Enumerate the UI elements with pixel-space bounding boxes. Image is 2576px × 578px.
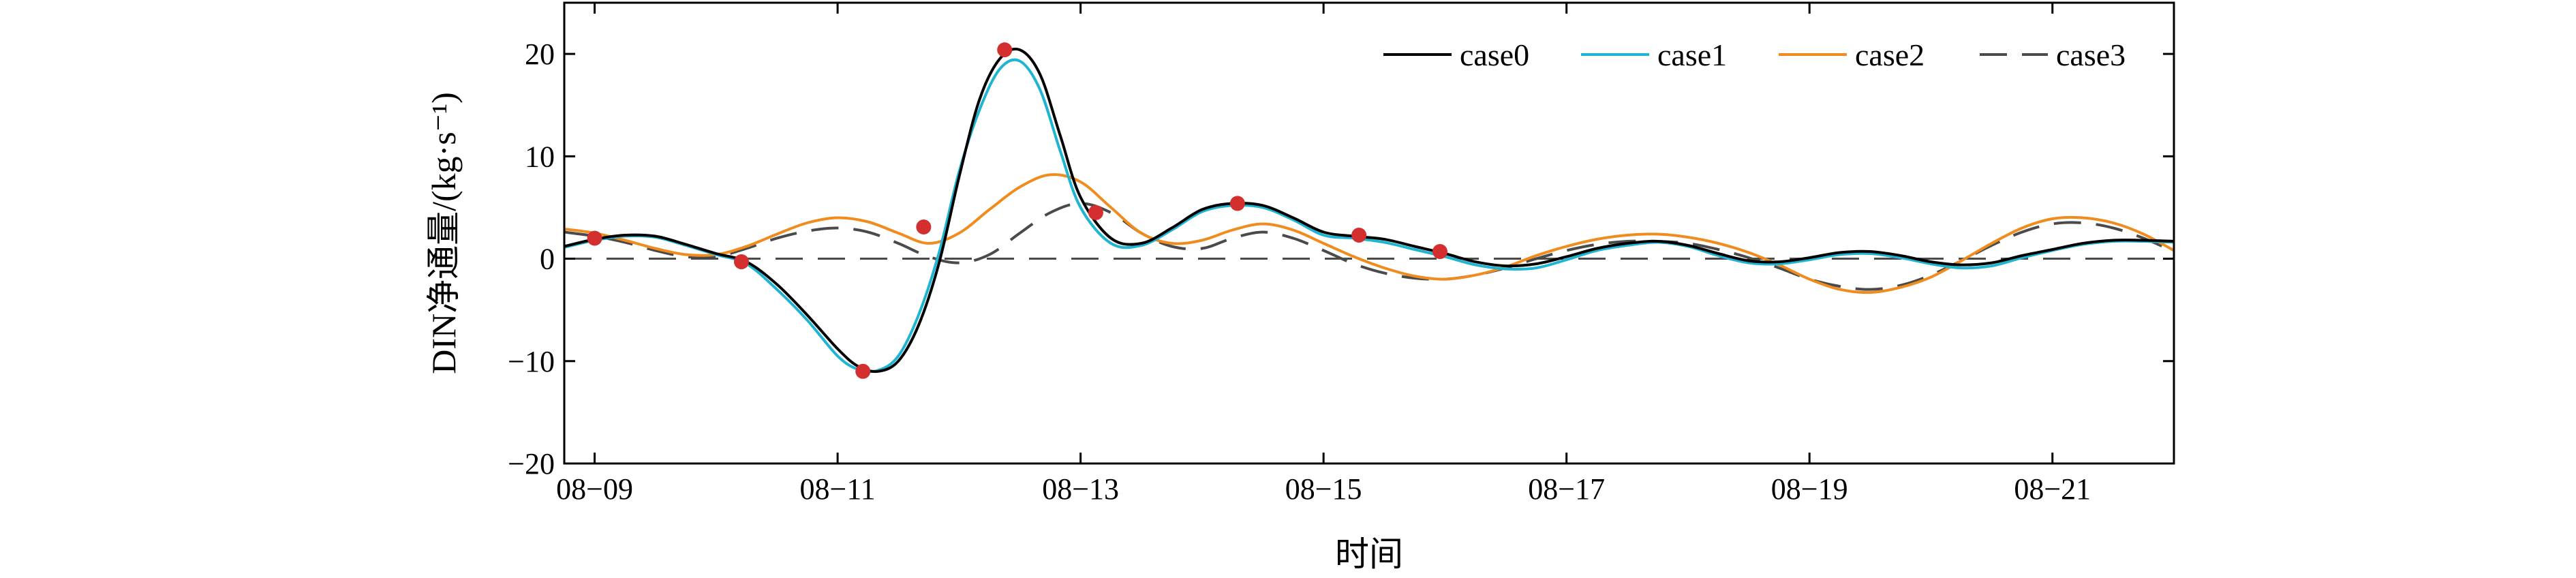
data-point-marker xyxy=(733,254,749,270)
series-line-case1 xyxy=(564,58,2174,374)
x-tick-label: 08−15 xyxy=(1285,472,1362,506)
series-line-case2 xyxy=(564,173,2174,294)
series-line-case3 xyxy=(564,202,2174,291)
y-tick-label: 0 xyxy=(540,243,555,276)
axis-ticks: −20 −10 0 10 20 08−09 08−11 08−13 08−15 08−17 08−1… xyxy=(508,3,2174,506)
x-tick-label: 08−13 xyxy=(1042,472,1119,506)
data-point-marker xyxy=(916,219,932,234)
data-point-marker xyxy=(1432,244,1447,260)
y-tick-label: 20 xyxy=(525,37,555,71)
x-tick-label: 08−19 xyxy=(1771,472,1848,506)
legend-label-case3: case3 xyxy=(2056,37,2126,72)
y-axis-title: DIN净通量/(kg·s⁻¹) xyxy=(425,92,463,374)
x-axis-title: 时间 xyxy=(1335,535,1403,573)
legend-label-case1: case1 xyxy=(1657,37,1727,72)
legend-label-case0: case0 xyxy=(1460,37,1529,72)
y-tick-label: 10 xyxy=(525,140,555,173)
series-line-case0 xyxy=(564,47,2174,374)
data-point-marker xyxy=(997,42,1013,58)
data-point-marker xyxy=(855,363,871,379)
data-point-marker xyxy=(1088,204,1103,220)
plot-frame xyxy=(563,1,2175,465)
x-tick-label: 08−11 xyxy=(800,472,876,506)
x-tick-label: 08−21 xyxy=(2014,472,2091,506)
data-point-marker xyxy=(587,230,602,246)
data-point-marker xyxy=(1229,196,1245,211)
x-tick-label: 08−17 xyxy=(1528,472,1605,506)
y-tick-label: −20 xyxy=(508,447,555,481)
x-tick-label: 08−09 xyxy=(556,472,633,506)
y-tick-label: −10 xyxy=(508,345,555,378)
data-point-marker xyxy=(1351,228,1367,243)
legend: case0 case1 case2 case3 xyxy=(1383,37,2126,72)
legend-label-case2: case2 xyxy=(1855,37,1925,72)
